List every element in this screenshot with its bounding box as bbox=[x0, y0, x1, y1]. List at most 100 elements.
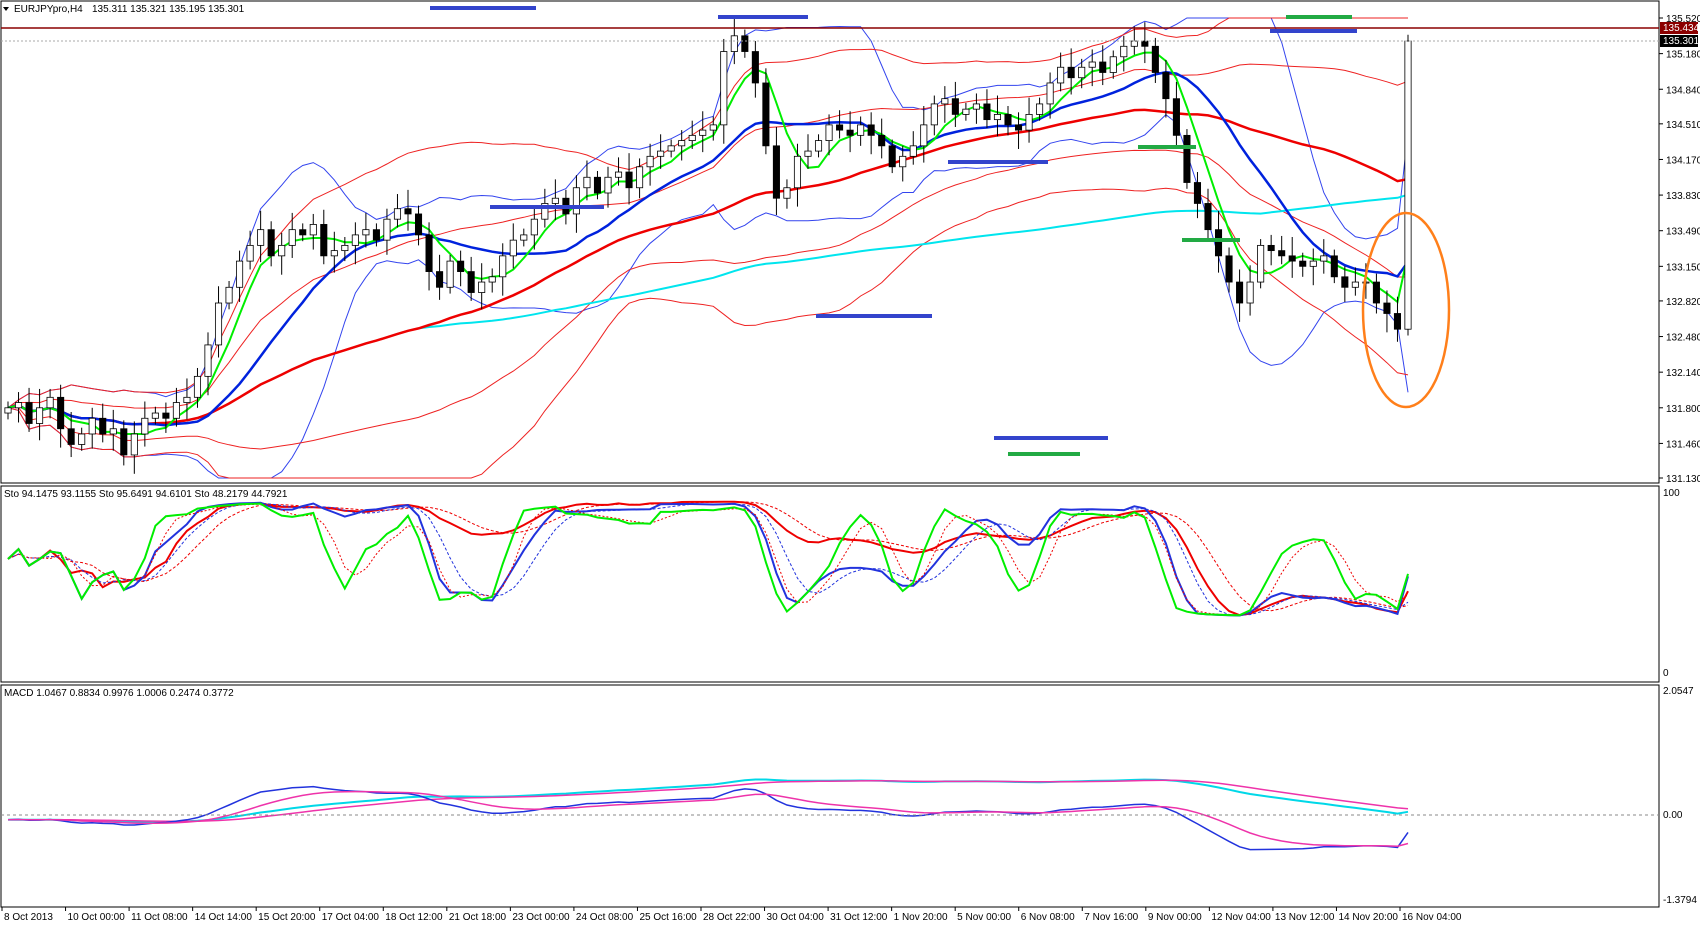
chevron-down-icon[interactable] bbox=[3, 7, 9, 11]
price-panel[interactable] bbox=[0, 0, 1660, 484]
candle-body bbox=[214, 302, 223, 346]
candle-body bbox=[1225, 255, 1233, 283]
time-tick-label: 6 Nov 08:00 bbox=[1021, 912, 1075, 923]
candle-body bbox=[341, 244, 349, 252]
candle-body bbox=[1099, 61, 1107, 73]
candle-body bbox=[1120, 45, 1128, 58]
resistance-price-tag bbox=[1660, 22, 1698, 34]
candle-body bbox=[993, 114, 1002, 121]
candle-body bbox=[1299, 260, 1307, 267]
candle-body bbox=[193, 375, 202, 398]
candle-body bbox=[1057, 66, 1065, 84]
stochastic-axis-bottom: 0 bbox=[1663, 668, 1669, 679]
candle-body bbox=[899, 155, 907, 168]
candle-body bbox=[204, 344, 212, 377]
price-tick-label: 133.150 bbox=[1666, 262, 1700, 273]
price-tick-label: 131.130 bbox=[1666, 474, 1700, 485]
candle-body bbox=[909, 145, 917, 157]
candle-body bbox=[1141, 40, 1149, 47]
time-tick-label: 13 Nov 12:00 bbox=[1275, 912, 1335, 923]
candle-body bbox=[351, 234, 359, 246]
candle-body bbox=[404, 208, 412, 215]
candle-body bbox=[109, 428, 117, 435]
time-tick-label: 1 Nov 20:00 bbox=[894, 912, 948, 923]
candle-body bbox=[1193, 182, 1202, 204]
price-tick-label: 131.460 bbox=[1666, 439, 1700, 450]
candle-body bbox=[1162, 72, 1170, 100]
annotation-ellipse[interactable] bbox=[1361, 211, 1451, 409]
candle-body bbox=[267, 229, 275, 257]
candle-body bbox=[183, 396, 191, 403]
macd-panel[interactable] bbox=[0, 684, 1660, 908]
time-tick-label: 10 Oct 00:00 bbox=[68, 912, 126, 923]
candle-body bbox=[541, 203, 549, 220]
candle-body bbox=[499, 255, 507, 278]
candle-body bbox=[878, 134, 886, 147]
candle-body bbox=[88, 417, 96, 435]
candle-body bbox=[1109, 56, 1117, 73]
candle-body bbox=[1214, 229, 1223, 257]
candle-body bbox=[309, 224, 317, 236]
time-tick-label: 18 Oct 12:00 bbox=[385, 912, 443, 923]
price-tick-label: 133.490 bbox=[1666, 227, 1700, 238]
candle-body bbox=[657, 150, 665, 157]
candle-body bbox=[1341, 276, 1349, 288]
candle-body bbox=[1014, 124, 1023, 131]
candle-body bbox=[1172, 98, 1180, 136]
candle-body bbox=[741, 35, 749, 52]
candle-body bbox=[730, 35, 738, 52]
time-tick-label: 14 Oct 14:00 bbox=[195, 912, 253, 923]
candle-body bbox=[762, 82, 770, 147]
price-tick-label: 134.840 bbox=[1666, 85, 1700, 96]
candle-body bbox=[4, 407, 12, 414]
candle-body bbox=[678, 140, 686, 147]
candle-body bbox=[941, 98, 949, 105]
candle-body bbox=[99, 417, 107, 435]
candle-body bbox=[604, 176, 612, 194]
candle-body bbox=[1078, 66, 1086, 79]
candle-body bbox=[930, 103, 938, 126]
candle-body bbox=[225, 286, 233, 304]
candle-body bbox=[625, 171, 633, 189]
candle-body bbox=[446, 260, 454, 288]
time-tick-label: 31 Oct 12:00 bbox=[830, 912, 888, 923]
candle-body bbox=[551, 197, 559, 204]
candle-body bbox=[867, 124, 875, 136]
candle-body bbox=[130, 433, 138, 456]
candle-body bbox=[436, 271, 444, 288]
candle-body bbox=[783, 187, 791, 199]
stochastic-panel[interactable] bbox=[0, 485, 1660, 683]
candle-body bbox=[1393, 313, 1402, 330]
time-tick-label: 12 Nov 04:00 bbox=[1211, 912, 1271, 923]
time-tick-label: 7 Nov 16:00 bbox=[1084, 912, 1138, 923]
candle-body bbox=[530, 218, 538, 236]
candle-body bbox=[636, 166, 644, 189]
candle-body bbox=[1204, 203, 1212, 231]
candle-body bbox=[709, 124, 717, 131]
candle-body bbox=[14, 402, 23, 409]
price-tick-label: 132.480 bbox=[1666, 333, 1700, 344]
candle-body bbox=[288, 229, 296, 246]
candle-body bbox=[1372, 281, 1380, 304]
time-tick-label: 11 Oct 08:00 bbox=[131, 912, 188, 923]
stoch-fast-line bbox=[7, 502, 1409, 617]
chart-ohlc-readout: 135.311 135.321 135.195 135.301 bbox=[92, 4, 245, 15]
chart-symbol-label: EURJPYpro,H4 bbox=[14, 4, 83, 15]
stochastic-lines bbox=[7, 500, 1409, 617]
candle-body bbox=[1288, 255, 1296, 262]
candle-body bbox=[414, 213, 423, 236]
time-tick-label: 30 Oct 04:00 bbox=[767, 912, 825, 923]
time-tick-label: 9 Nov 00:00 bbox=[1148, 912, 1202, 923]
candle-body bbox=[151, 412, 159, 419]
time-tick-label: 28 Oct 22:00 bbox=[703, 912, 761, 923]
candle-body bbox=[172, 402, 180, 419]
price-tick-label: 135.520 bbox=[1666, 14, 1700, 25]
candle-body bbox=[330, 250, 338, 257]
time-tick-label: 21 Oct 18:00 bbox=[449, 912, 507, 923]
candle-body bbox=[509, 239, 517, 257]
price-tick-label: 132.820 bbox=[1666, 297, 1700, 308]
price-tick-label: 134.510 bbox=[1666, 120, 1700, 131]
candle-body bbox=[920, 124, 928, 147]
time-axis: 8 Oct 2013 10 Oct 00:00 11 Oct 08:00 14 Oct… bbox=[1, 907, 1462, 923]
